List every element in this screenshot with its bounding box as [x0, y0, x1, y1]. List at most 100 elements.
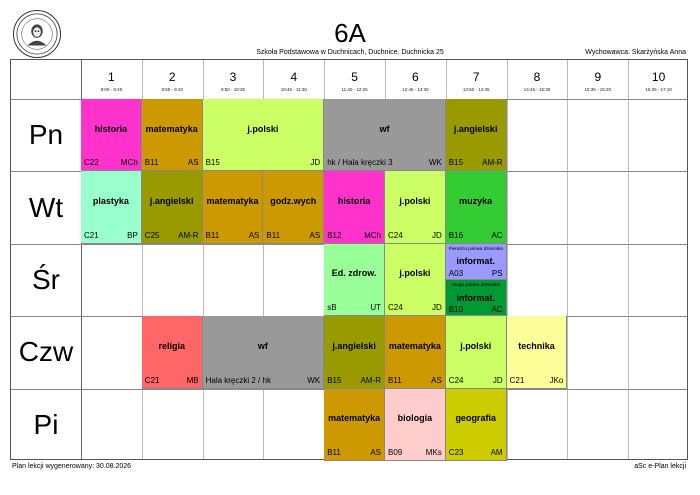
lesson-cell[interactable]: j.polski C24 JD: [385, 243, 446, 317]
lesson-group-note: Pierwsza połowa dziennika: [448, 245, 503, 251]
lesson-cell[interactable]: historia C22 MCh: [81, 99, 142, 172]
lesson-cell[interactable]: wf Hala kręczki 2 / hk WK: [202, 316, 325, 389]
lesson-group-note: Druga połowa dziennika: [451, 282, 500, 287]
lesson-room: C21: [84, 230, 99, 240]
lesson-subject: plastyka: [92, 196, 129, 207]
lesson-teacher: JD: [432, 303, 442, 313]
period-number: 10: [651, 70, 666, 84]
period-time: 8:55 - 9:40: [161, 87, 183, 92]
grid-column-line: [263, 60, 265, 459]
lesson-cell[interactable]: j.angielski C25 AM-R: [141, 171, 203, 244]
lesson-teacher: AM-R: [178, 230, 199, 240]
lesson-teacher: MKs: [425, 447, 442, 457]
lesson-cell[interactable]: j.polski C24 JD: [445, 316, 507, 389]
lesson-room: Hala kręczki 2 / hk: [205, 375, 271, 385]
lesson-teacher: JKo: [549, 375, 564, 385]
split-lesson-cell[interactable]: Pierwsza połowa dziennika informat. A03 PS: [445, 243, 507, 280]
period-header-1: 1 8:00 - 8:45: [81, 60, 142, 99]
lesson-cell[interactable]: historia B12 MCh: [324, 171, 385, 244]
lesson-teacher: AS: [248, 230, 260, 240]
lesson-cell[interactable]: godz.wych B11 AS: [263, 171, 325, 244]
lesson-subject: matematyka: [206, 196, 259, 207]
lesson-subject: j.angielski: [332, 340, 376, 351]
day-label-Śr: Śr: [32, 263, 60, 295]
lesson-cell[interactable]: plastyka C21 BP: [81, 171, 142, 244]
lesson-cell[interactable]: technika C21 JKo: [506, 316, 568, 389]
lesson-subject: matematyka: [388, 340, 441, 351]
lesson-cell[interactable]: matematyka B11 AS: [385, 316, 446, 389]
lesson-room: C22: [84, 158, 99, 168]
lesson-subject: j.polski: [460, 340, 492, 351]
lesson-cell[interactable]: Ed. zdrow. sB UT: [324, 243, 385, 317]
lesson-teacher: JD: [432, 230, 442, 240]
lesson-cell[interactable]: religia C21 MB: [141, 316, 203, 389]
period-number: 5: [351, 70, 358, 84]
lesson-subject: j.polski: [247, 123, 279, 134]
school-name: Szkoła Podstawowa w Duchnicach, Duchnice…: [256, 49, 444, 56]
period-time: 12:45 - 13:30: [402, 87, 429, 92]
period-number: 3: [229, 70, 237, 84]
lesson-cell[interactable]: wf hk / Hala kręczki 3 WK: [324, 99, 446, 172]
lesson-room: A03: [448, 268, 464, 278]
period-time: 11:40 - 12:25: [341, 87, 368, 92]
lesson-teacher: AM: [490, 447, 503, 457]
lesson-cell[interactable]: biologia B09 MKs: [385, 388, 446, 461]
lesson-teacher: BP: [127, 230, 138, 240]
lesson-subject: informat.: [456, 256, 495, 267]
day-label-Pi: Pi: [33, 408, 59, 440]
period-header-3: 3 9:50 - 10:35: [203, 60, 264, 99]
lesson-cell[interactable]: j.angielski B15 AM-R: [324, 316, 385, 389]
lesson-subject: j.angielski: [453, 123, 498, 134]
period-header-5: 5 11:40 - 12:25: [324, 60, 385, 99]
lesson-cell[interactable]: matematyka B11 AS: [202, 171, 264, 244]
split-lesson-cell[interactable]: Druga połowa dziennika informat. B10 AC: [445, 280, 507, 317]
lesson-teacher: AM-R: [482, 158, 503, 168]
grid-column-line: [81, 60, 82, 459]
lesson-subject: matematyka: [328, 413, 381, 424]
lesson-teacher: AS: [187, 158, 199, 168]
class-title: 6A: [334, 18, 366, 48]
lesson-subject: Ed. zdrow.: [331, 268, 377, 279]
lesson-room: C24: [388, 230, 403, 240]
lesson-room: B15: [205, 158, 220, 168]
period-header-7: 7 13:50 - 14:35: [446, 60, 507, 99]
lesson-cell[interactable]: j.polski B15 JD: [202, 99, 325, 172]
grid-column-line: [628, 60, 630, 459]
grid-column-line: [202, 60, 204, 459]
lesson-room: B11: [266, 230, 281, 240]
period-header-4: 4 10:45 - 11:30: [263, 60, 324, 99]
lesson-room: B09: [388, 447, 403, 457]
period-time: 10:45 - 11:30: [280, 87, 307, 92]
lesson-cell[interactable]: geografia C23 AM: [445, 388, 507, 461]
lesson-subject: godz.wych: [270, 196, 317, 207]
lesson-cell[interactable]: matematyka B11 AS: [324, 388, 385, 461]
lesson-room: C21: [509, 375, 525, 385]
lesson-room: C21: [144, 375, 160, 385]
lesson-room: B15: [448, 158, 464, 168]
timetable-grid: 1 8:00 - 8:45 2 8:55 - 9:40 3 9:50 - 10:35 4 10…: [10, 59, 688, 461]
day-label-Wt: Wt: [28, 191, 64, 223]
school-logo: [13, 10, 61, 58]
day-label-Pn: Pn: [28, 119, 64, 151]
lesson-cell[interactable]: j.polski C24 JD: [385, 171, 446, 244]
lesson-teacher: JD: [310, 158, 321, 168]
lesson-subject: geografia: [455, 413, 496, 424]
lesson-teacher: UT: [370, 303, 381, 313]
lesson-room: hk / Hala kręczki 3: [327, 158, 393, 168]
period-number: 1: [108, 70, 115, 84]
day-label-Czw: Czw: [18, 336, 74, 368]
lesson-room: sB: [327, 303, 337, 313]
lesson-cell[interactable]: matematyka B11 AS: [141, 99, 203, 172]
lesson-room: C23: [448, 447, 464, 457]
lesson-teacher: PS: [491, 268, 503, 278]
lesson-teacher: WK: [428, 158, 442, 168]
lesson-subject: wf: [257, 340, 268, 351]
lesson-teacher: MCh: [120, 158, 138, 168]
lesson-teacher: MB: [186, 375, 199, 385]
lesson-room: C24: [388, 303, 403, 313]
lesson-cell[interactable]: muzyka B16 AC: [445, 171, 507, 244]
period-number: 4: [290, 70, 298, 84]
grid-column-line: [506, 60, 508, 459]
lesson-teacher: AC: [491, 305, 503, 315]
lesson-cell[interactable]: j.angielski B15 AM-R: [445, 99, 507, 172]
